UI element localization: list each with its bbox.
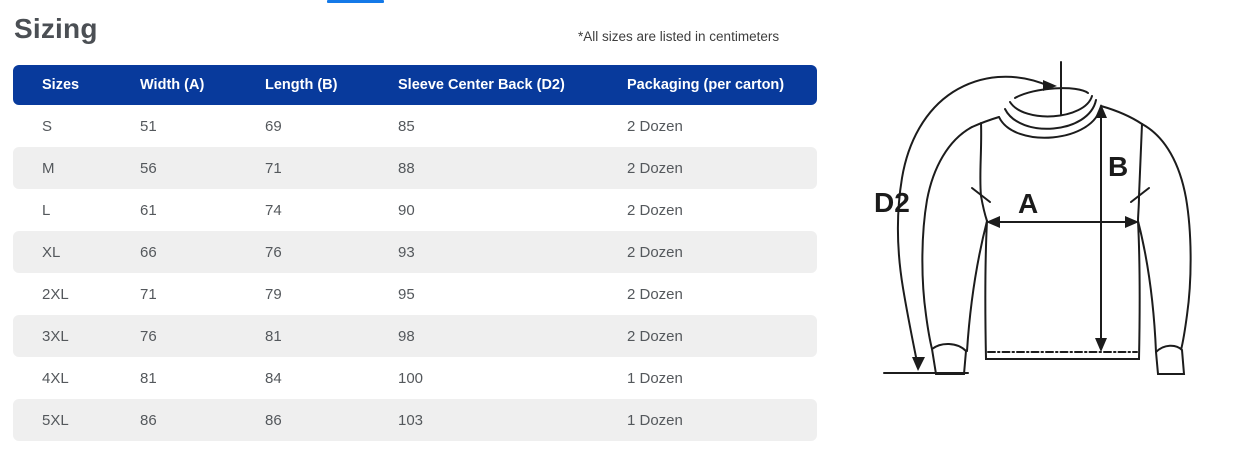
table-cell: 5XL xyxy=(42,411,69,429)
table-cell: 88 xyxy=(398,159,415,177)
label-b: B xyxy=(1108,151,1128,182)
table-cell: 84 xyxy=(265,369,282,387)
table-cell: S xyxy=(42,117,53,135)
units-note: *All sizes are listed in centimeters xyxy=(578,29,780,44)
column-header-packaging: Packaging (per carton) xyxy=(627,77,785,93)
table-cell: 79 xyxy=(265,285,282,303)
sizing-table: Sizes Width (A) Length (B) Sleeve Center… xyxy=(13,65,817,441)
table-cell: 76 xyxy=(265,243,282,261)
table-cell: 2 Dozen xyxy=(627,327,683,345)
table-cell: XL xyxy=(42,243,61,261)
arrowhead-a-right xyxy=(1125,216,1139,228)
label-a: A xyxy=(1018,188,1038,219)
table-cell: 71 xyxy=(265,159,282,177)
table-cell: 2 Dozen xyxy=(627,117,683,135)
table-cell: 4XL xyxy=(42,369,69,387)
table-cell: 86 xyxy=(140,411,157,429)
table-cell: 61 xyxy=(140,201,157,219)
collar xyxy=(998,87,1102,139)
table-cell: 81 xyxy=(140,369,157,387)
table-row: M 56 71 88 2 Dozen xyxy=(13,147,817,189)
shirt-measurement-diagram: D2 A B xyxy=(860,0,1243,476)
table-row: 5XL 86 86 103 1 Dozen xyxy=(13,399,817,441)
table-cell: 3XL xyxy=(42,327,69,345)
table-cell: 1 Dozen xyxy=(627,411,683,429)
page-title: Sizing xyxy=(14,13,98,44)
table-row: 4XL 81 84 100 1 Dozen xyxy=(13,357,817,399)
table-cell: 2 Dozen xyxy=(627,285,683,303)
table-row: 3XL 76 81 98 2 Dozen xyxy=(13,315,817,357)
column-header-sizes: Sizes xyxy=(42,77,80,93)
table-cell: 74 xyxy=(265,201,282,219)
table-cell: 103 xyxy=(398,411,424,429)
shirt-outline xyxy=(921,105,1192,375)
label-d2: D2 xyxy=(874,187,910,218)
table-row: 2XL 71 79 95 2 Dozen xyxy=(13,273,817,315)
table-row: L 61 74 90 2 Dozen xyxy=(13,189,817,231)
table-cell: 95 xyxy=(398,285,415,303)
column-header-sleeve: Sleeve Center Back (D2) xyxy=(398,77,565,93)
tick-left xyxy=(971,187,991,203)
table-cell: 51 xyxy=(140,117,157,135)
table-cell: 85 xyxy=(398,117,415,135)
tick-right xyxy=(1130,187,1150,203)
shirt-diagram-svg: D2 A B xyxy=(874,61,1192,375)
table-cell: 2XL xyxy=(42,285,69,303)
active-tab-indicator[interactable] xyxy=(327,0,384,3)
table-cell: 90 xyxy=(398,201,415,219)
table-body: S 51 69 85 2 Dozen M 56 71 88 2 Dozen L 61 74 90 2 Doz… xyxy=(13,105,817,441)
table-row: XL 66 76 93 2 Dozen xyxy=(13,231,817,273)
arrowhead-b-top xyxy=(1095,104,1107,118)
table-cell: 71 xyxy=(140,285,157,303)
table-header-row: Sizes Width (A) Length (B) Sleeve Center… xyxy=(13,65,817,105)
table-cell: 1 Dozen xyxy=(627,369,683,387)
column-header-width: Width (A) xyxy=(140,77,205,93)
table-cell: 98 xyxy=(398,327,415,345)
arrowhead-b-bottom xyxy=(1095,338,1107,352)
table-cell: 81 xyxy=(265,327,282,345)
table-row: S 51 69 85 2 Dozen xyxy=(13,105,817,147)
table-cell: 76 xyxy=(140,327,157,345)
table-cell: 2 Dozen xyxy=(627,201,683,219)
measure-line-d2 xyxy=(896,75,1050,363)
table-cell: 2 Dozen xyxy=(627,243,683,261)
arrowhead-d2-bottom xyxy=(912,357,925,371)
arrowhead-a-left xyxy=(986,216,1000,228)
column-header-length: Length (B) xyxy=(265,77,338,93)
table-cell: 56 xyxy=(140,159,157,177)
table-cell: 100 xyxy=(398,369,424,387)
table-cell: 69 xyxy=(265,117,282,135)
table-cell: 86 xyxy=(265,411,282,429)
table-cell: M xyxy=(42,159,55,177)
table-cell: 2 Dozen xyxy=(627,159,683,177)
table-cell: L xyxy=(42,201,51,219)
table-cell: 93 xyxy=(398,243,415,261)
table-cell: 66 xyxy=(140,243,157,261)
arrowhead-d2-top xyxy=(1043,80,1057,91)
